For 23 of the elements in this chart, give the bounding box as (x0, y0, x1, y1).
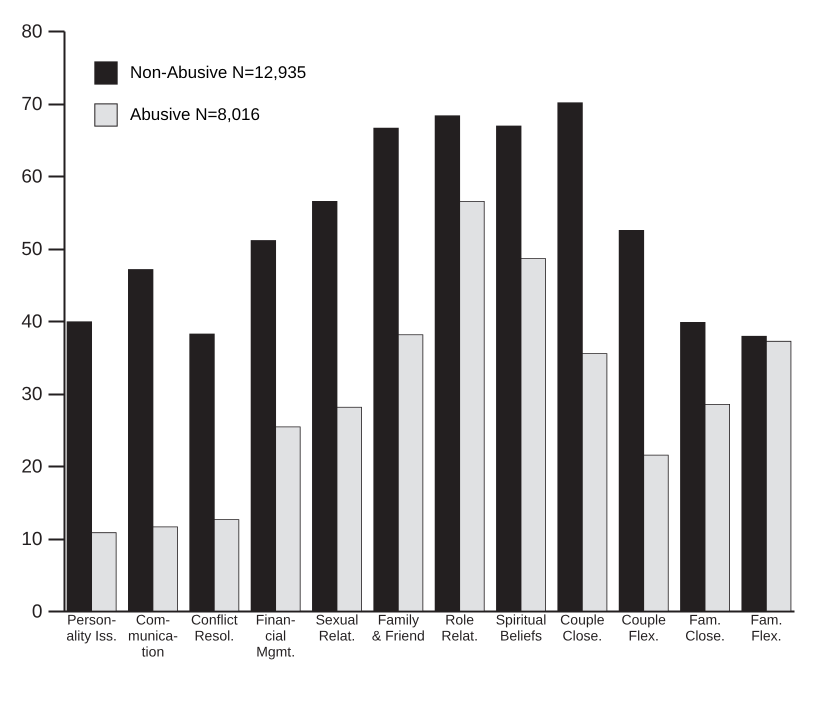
x-tick-label: Fam. Flex. (750, 612, 782, 644)
y-tick-label: 20 (21, 456, 42, 478)
x-tick-label: Person- ality Iss. (66, 612, 117, 644)
y-tick-label: 0 (32, 602, 42, 622)
x-tick-label: Sexual Relat. (316, 612, 358, 644)
y-tick-label: 60 (21, 166, 42, 188)
x-tick-label: Role Relat. (441, 612, 478, 644)
y-tick-label: 30 (21, 384, 42, 405)
x-tick-label: Com- munica- tion (128, 612, 178, 660)
y-tick-label: 70 (21, 94, 42, 115)
y-tick-label: 40 (21, 312, 42, 332)
y-tick-label: 80 (21, 22, 42, 42)
y-tick-label: 50 (21, 239, 42, 260)
legend-label: Abusive N=8,016 (130, 105, 260, 124)
x-tick-label: Family & Friend (372, 612, 425, 644)
x-tick-label: Fam. Close. (685, 612, 725, 644)
x-tick-label: Couple Flex. (622, 612, 666, 644)
x-tick-label: Couple Close. (560, 612, 605, 644)
x-tick-label: Finan- cial Mgmt. (256, 612, 296, 660)
legend-label: Non-Abusive N=12,935 (130, 63, 306, 82)
y-tick-label: 10 (21, 529, 42, 550)
x-tick-label: Conflict Resol. (190, 612, 238, 644)
x-tick-label: Spiritual Beliefs (496, 612, 546, 644)
